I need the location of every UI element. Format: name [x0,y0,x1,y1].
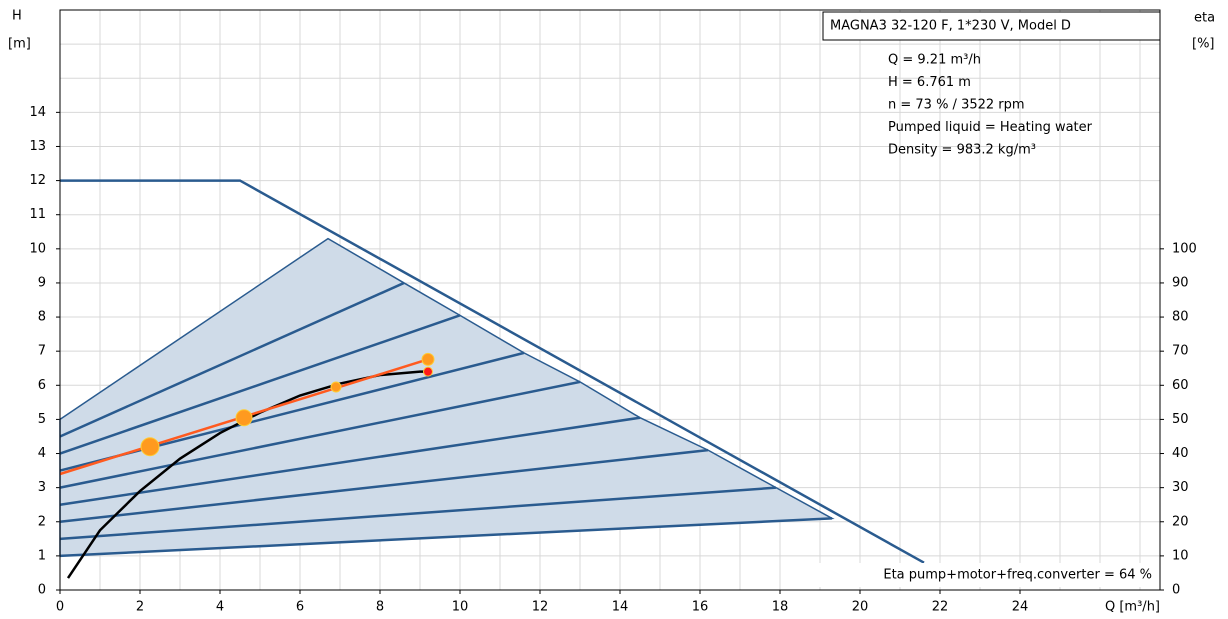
y2-unit: [%] [1192,37,1215,52]
curve [59,281,405,438]
curve [59,486,777,541]
y-tick-label: 0 [38,583,46,598]
y2-tick-label: 50 [1172,412,1189,427]
x-tick-label: 12 [532,600,549,615]
y-tick-label: 10 [29,241,46,256]
info-line: Density = 983.2 kg/m³ [888,143,1036,158]
y2-tick-label: 10 [1172,548,1189,563]
curve [60,179,925,564]
y2-tick-label: 0 [1172,583,1180,598]
curve [59,314,461,455]
x-tick-label: 2 [136,600,144,615]
info: Q = 9.21 m³/h H = 6.761 m n = 73 % / 3522 … [888,53,1093,158]
x-tick-label: 6 [296,600,304,615]
info-line: n = 73 % / 3522 rpm [888,98,1025,113]
curve [59,416,641,506]
y-tick-label: 12 [29,173,46,188]
y-tick-label: 4 [38,446,46,461]
plot [59,179,925,579]
y2-label: eta [1194,11,1215,26]
y2-tick-label: 100 [1172,241,1197,256]
x-tick-label: 20 [852,600,869,615]
x-tick-label: 0 [56,600,64,615]
info-line: Q = 9.21 m³/h [888,53,981,68]
y2-tick-label: 90 [1172,275,1189,290]
y-tick-label: 5 [38,412,46,427]
y-tick-label: 3 [38,480,46,495]
y-tick-label: 2 [38,514,46,529]
title-box [822,11,1161,41]
y-tick-label: 9 [38,275,46,290]
y-tick-label: 7 [38,344,46,359]
point [423,366,433,377]
info-line: Pumped liquid = Heating water [888,120,1093,135]
y-tick-label: 13 [29,139,46,154]
chart-title: MAGNA3 32-120 F, 1*230 V, Model D [830,19,1071,34]
curve [59,380,581,489]
x-tick-label: 24 [1012,600,1029,615]
footnote-bg [805,563,1158,587]
y2-tick-label: 80 [1172,310,1189,325]
point [421,352,435,366]
y2-tick-label: 30 [1172,480,1189,495]
plot-frame [59,9,1161,591]
y-tick-label: 11 [29,207,46,222]
y-tick-label: 8 [38,310,46,325]
point [140,437,160,457]
x-label: Q [m³/h] [1105,600,1160,615]
x-tick-label: 10 [452,600,469,615]
x-tick-label: 18 [772,600,789,615]
y-label: H [12,9,22,24]
footnote: Eta pump+motor+freq.converter = 64 % [883,568,1152,583]
y-unit: [m] [8,37,31,52]
y-tick-label: 14 [29,105,46,120]
x-tick-label: 16 [692,600,709,615]
x-tick-label: 14 [612,600,629,615]
y2-tick-label: 60 [1172,378,1189,393]
x-tick-label: 4 [216,600,224,615]
point [330,381,342,393]
y-tick-label: 1 [38,548,46,563]
y2-tick-label: 70 [1172,344,1189,359]
point [235,409,253,427]
info-line: H = 6.761 m [888,75,971,90]
y-tick-label: 6 [38,378,46,393]
y2-tick-label: 40 [1172,446,1189,461]
y2-tick-label: 20 [1172,514,1189,529]
x-tick-label: 22 [932,600,949,615]
curve [59,517,833,558]
curve [59,448,709,524]
x-tick-label: 8 [376,600,384,615]
